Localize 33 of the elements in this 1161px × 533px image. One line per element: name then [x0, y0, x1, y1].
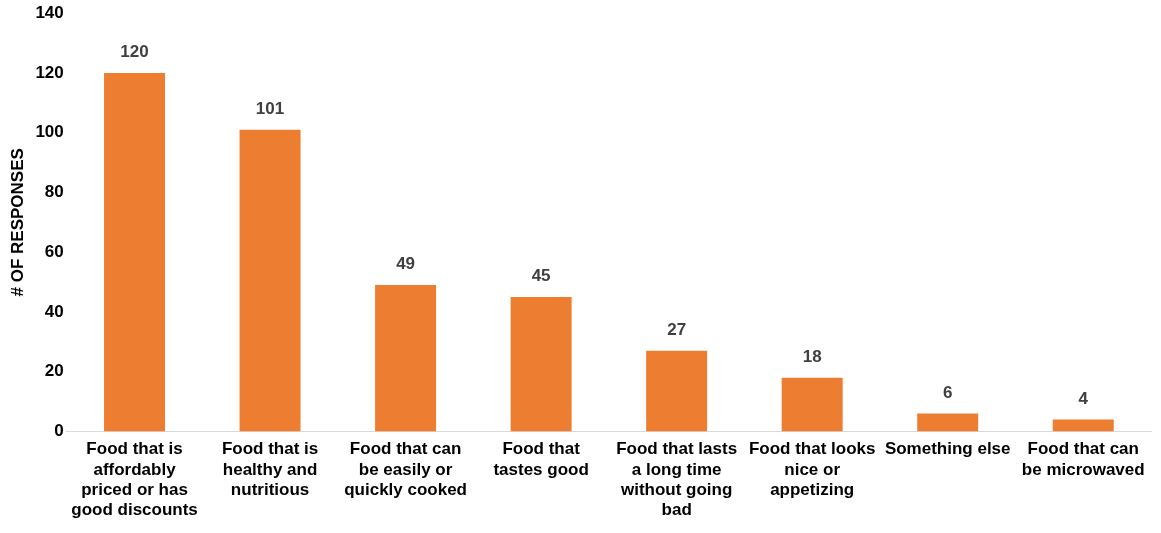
bar [646, 350, 708, 432]
x-tick-label: Food that is affordably priced or has good discounts [71, 439, 198, 520]
data-label: 4 [1078, 388, 1089, 408]
y-tick-label: 100 [35, 122, 64, 142]
y-tick-label: 20 [44, 361, 64, 381]
y-axis-title: # OF RESPONSES [7, 148, 27, 297]
data-label: 6 [942, 382, 953, 402]
x-tick-label: Food that looks nice or appetizing [748, 439, 876, 500]
y-tick-label: 0 [54, 421, 64, 441]
x-tick-label: Food that is healthy and nutritious [221, 439, 319, 500]
data-label: 18 [802, 346, 822, 366]
bar [239, 129, 301, 432]
bar [917, 413, 979, 432]
x-tick-label: Something else [884, 439, 1011, 459]
y-tick-label: 80 [44, 182, 64, 202]
data-label: 27 [667, 319, 687, 339]
x-tick-label: Food that lasts a long time without going bad [616, 439, 738, 520]
data-label: 49 [396, 254, 416, 274]
y-tick-label: 60 [44, 241, 64, 261]
x-tick-label: Food that can be easily or quickly cooked [344, 439, 467, 500]
bar [1052, 419, 1114, 432]
x-tick-label: Food that can be microwaved [1021, 439, 1145, 479]
y-tick-label: 40 [44, 301, 64, 321]
data-label: 101 [255, 98, 285, 118]
bar [510, 296, 572, 432]
data-label: 120 [120, 42, 149, 62]
data-label: 45 [531, 266, 551, 286]
bar [104, 72, 166, 432]
bar [375, 285, 437, 432]
bar [781, 377, 843, 432]
x-tick-label: Food that tastes good [493, 439, 589, 479]
y-tick-label: 140 [35, 2, 64, 22]
y-tick-label: 120 [35, 62, 64, 82]
